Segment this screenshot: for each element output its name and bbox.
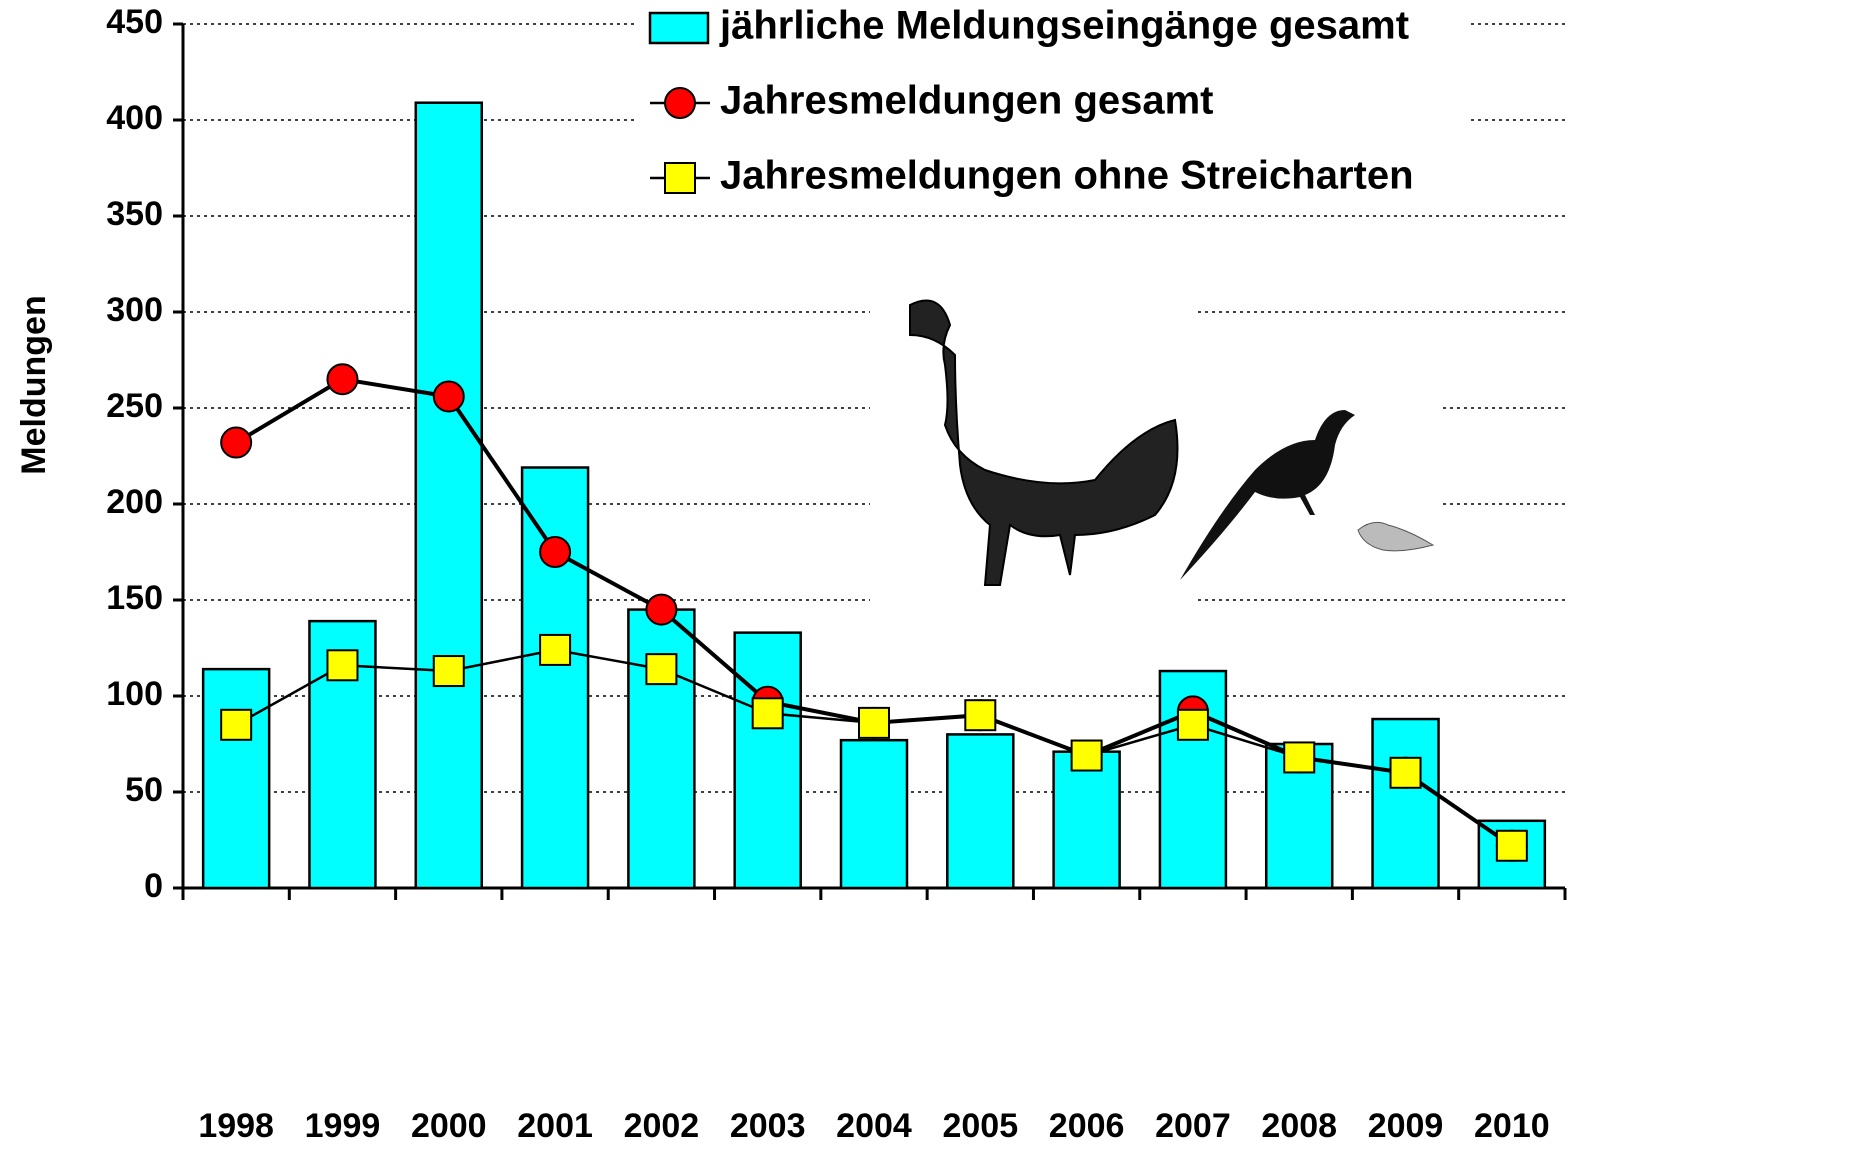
marker <box>965 700 995 730</box>
marker <box>859 708 889 738</box>
legend-label: Jahresmeldungen gesamt <box>720 79 1214 123</box>
bar <box>1054 752 1120 888</box>
y-tick-label: 250 <box>106 387 163 425</box>
marker <box>540 635 570 665</box>
marker <box>327 364 357 394</box>
x-tick-label: 2009 <box>1368 1107 1444 1145</box>
marker <box>753 698 783 728</box>
marker <box>221 428 251 458</box>
y-axis-label: Meldungen <box>15 295 53 474</box>
x-tick-label: 2001 <box>517 1107 593 1145</box>
bar <box>735 633 801 888</box>
marker <box>434 656 464 686</box>
legend-label: Jahresmeldungen ohne Streicharten <box>720 154 1414 198</box>
marker <box>1497 831 1527 861</box>
marker <box>540 537 570 567</box>
x-tick-label: 2005 <box>942 1107 1018 1145</box>
bar <box>841 740 907 888</box>
legend-swatch-marker <box>665 88 695 118</box>
marker <box>646 654 676 684</box>
marker <box>1178 710 1208 740</box>
bar <box>947 734 1013 888</box>
y-tick-label: 150 <box>106 579 163 617</box>
legend-label: jährliche Meldungseingänge gesamt <box>719 4 1409 48</box>
x-tick-label: 2004 <box>836 1107 912 1145</box>
chart: Meldungen 0 50 100 150 200 250 300 350 400 450 199… <box>0 0 1869 1155</box>
bar <box>203 669 269 888</box>
y-tick-label: 300 <box>106 291 163 329</box>
x-tick-label: 2002 <box>624 1107 700 1145</box>
marker <box>1391 758 1421 788</box>
y-tick-label: 200 <box>106 483 163 521</box>
x-tick-label: 2010 <box>1474 1107 1550 1145</box>
bird-illustration <box>870 283 1443 603</box>
marker <box>1072 741 1102 771</box>
x-tick-label: 2008 <box>1261 1107 1337 1145</box>
marker <box>1284 742 1314 772</box>
y-tick-label: 400 <box>106 99 163 137</box>
bar <box>522 468 588 888</box>
legend-swatch <box>650 13 708 43</box>
y-tick-label: 350 <box>106 195 163 233</box>
bar <box>628 610 694 888</box>
y-tick-label: 0 <box>144 867 163 905</box>
bar <box>1373 719 1439 888</box>
marker <box>434 381 464 411</box>
legend-swatch-marker <box>665 163 695 193</box>
x-tick-label: 2000 <box>411 1107 487 1145</box>
marker <box>221 710 251 740</box>
x-tick-label: 2007 <box>1155 1107 1231 1145</box>
x-tick-label: 1998 <box>198 1107 274 1145</box>
x-tick-label: 2003 <box>730 1107 806 1145</box>
y-tick-label: 450 <box>106 3 163 41</box>
y-tick-label: 50 <box>125 771 163 809</box>
marker <box>327 650 357 680</box>
y-tick-label: 100 <box>106 675 163 713</box>
bar <box>416 103 482 888</box>
marker <box>646 595 676 625</box>
x-tick-label: 1999 <box>305 1107 381 1145</box>
x-tick-label: 2006 <box>1049 1107 1125 1145</box>
